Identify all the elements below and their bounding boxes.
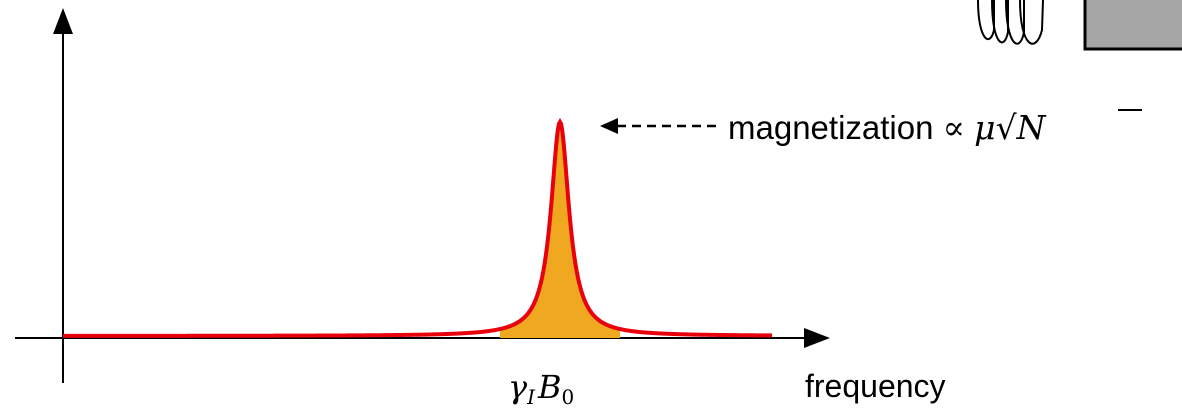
sample-block [1083, 0, 1182, 51]
annotation: magnetization ∝ μ√N [728, 108, 1047, 147]
radicand: N [1016, 108, 1047, 147]
peak-field-sub: 0 [562, 385, 575, 409]
factor: μ [974, 108, 995, 147]
root: √ [996, 108, 1018, 147]
annotation-text: magnetization [728, 109, 933, 146]
coil [977, 0, 1044, 45]
relation: ∝ [943, 108, 965, 147]
y-axis-arrow [53, 8, 73, 34]
annotation-arrowhead [600, 118, 618, 134]
spectrum-line [62, 117, 773, 338]
peak-label: γIB0 [508, 368, 574, 409]
peak-symbol-sub: I [526, 385, 536, 409]
peak-field: B [537, 368, 562, 406]
peak-symbol: γ [508, 368, 528, 406]
x-axis-arrow [804, 328, 830, 348]
peak-area [500, 122, 620, 338]
x-axis-label: frequency [805, 368, 946, 404]
